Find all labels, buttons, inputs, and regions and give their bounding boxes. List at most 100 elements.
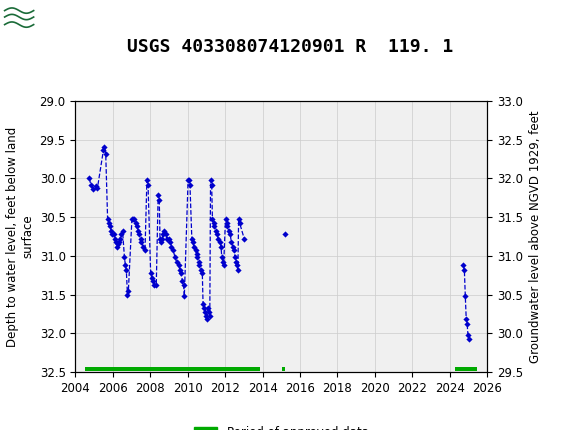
Point [165, 235, 174, 242]
Point [219, 262, 229, 269]
Y-axis label: Depth to water level, feet below land
surface: Depth to water level, feet below land su… [6, 126, 34, 347]
Point [127, 215, 136, 222]
Point [124, 287, 133, 294]
Point [111, 239, 120, 246]
Point [200, 308, 209, 315]
Point [175, 266, 184, 273]
Point [198, 270, 207, 276]
Point [85, 175, 94, 182]
Point [137, 239, 146, 246]
Point [193, 254, 202, 261]
Point [204, 308, 213, 315]
Bar [282, 366, 285, 371]
Point [223, 223, 232, 230]
Point [213, 231, 222, 238]
Point [139, 243, 148, 250]
Point [155, 197, 164, 203]
Point [206, 177, 215, 184]
Point [461, 293, 470, 300]
Point [108, 231, 117, 238]
Point [221, 215, 230, 222]
Point [215, 239, 224, 246]
Point [222, 220, 231, 227]
Point [118, 227, 127, 234]
Point [133, 227, 143, 234]
Point [230, 246, 239, 253]
Point [194, 258, 203, 265]
Point [187, 235, 197, 242]
Point [178, 277, 187, 284]
Point [240, 235, 249, 242]
Point [459, 262, 468, 269]
Bar [85, 366, 260, 371]
Point [208, 215, 217, 222]
Point [121, 262, 130, 269]
Point [157, 235, 166, 242]
Point [159, 227, 168, 234]
Point [93, 184, 102, 191]
Point [117, 231, 126, 238]
Point [148, 277, 157, 284]
Bar [455, 366, 477, 371]
Point [192, 251, 201, 258]
Point [103, 215, 113, 222]
Point [142, 177, 151, 184]
Point [174, 262, 183, 269]
Point [86, 181, 95, 188]
Point [462, 316, 471, 323]
Point [166, 243, 176, 250]
Point [114, 239, 124, 246]
Point [227, 239, 236, 246]
Point [179, 282, 188, 289]
Point [122, 266, 131, 273]
Point [235, 220, 244, 227]
Point [205, 313, 215, 319]
Point [88, 185, 97, 192]
Point [191, 246, 200, 253]
Point [113, 243, 122, 250]
Point [213, 235, 223, 242]
Point [209, 220, 218, 227]
Point [168, 246, 177, 253]
Point [136, 235, 145, 242]
Point [113, 241, 122, 248]
Point [146, 270, 155, 276]
Point [216, 243, 226, 250]
Point [224, 227, 234, 234]
Point [200, 305, 209, 312]
Point [129, 215, 139, 222]
Text: USGS 403308074120901 R  119. 1: USGS 403308074120901 R 119. 1 [127, 38, 453, 56]
Point [212, 227, 221, 234]
Point [189, 243, 198, 250]
Point [158, 231, 168, 238]
Point [198, 301, 208, 307]
Point [209, 223, 219, 230]
Point [120, 254, 129, 261]
Point [186, 181, 195, 188]
Point [171, 254, 180, 261]
Point [128, 215, 137, 222]
Point [207, 181, 216, 188]
Point [226, 231, 235, 238]
Point [132, 223, 142, 230]
Point [147, 274, 157, 281]
Point [234, 215, 243, 222]
Point [143, 181, 153, 188]
Point [154, 192, 163, 199]
Point [151, 282, 161, 289]
Point [195, 262, 204, 269]
Point [106, 223, 115, 230]
Point [188, 239, 198, 246]
Point [99, 146, 108, 153]
Legend: Period of approved data: Period of approved data [189, 421, 374, 430]
Point [231, 258, 241, 265]
Point [104, 220, 113, 227]
Point [115, 235, 125, 242]
Bar [3, 3, 58, 35]
Point [233, 266, 242, 273]
Point [91, 183, 100, 190]
Point [123, 291, 132, 298]
Point [101, 150, 110, 157]
Point [135, 231, 144, 238]
Point [463, 332, 473, 338]
